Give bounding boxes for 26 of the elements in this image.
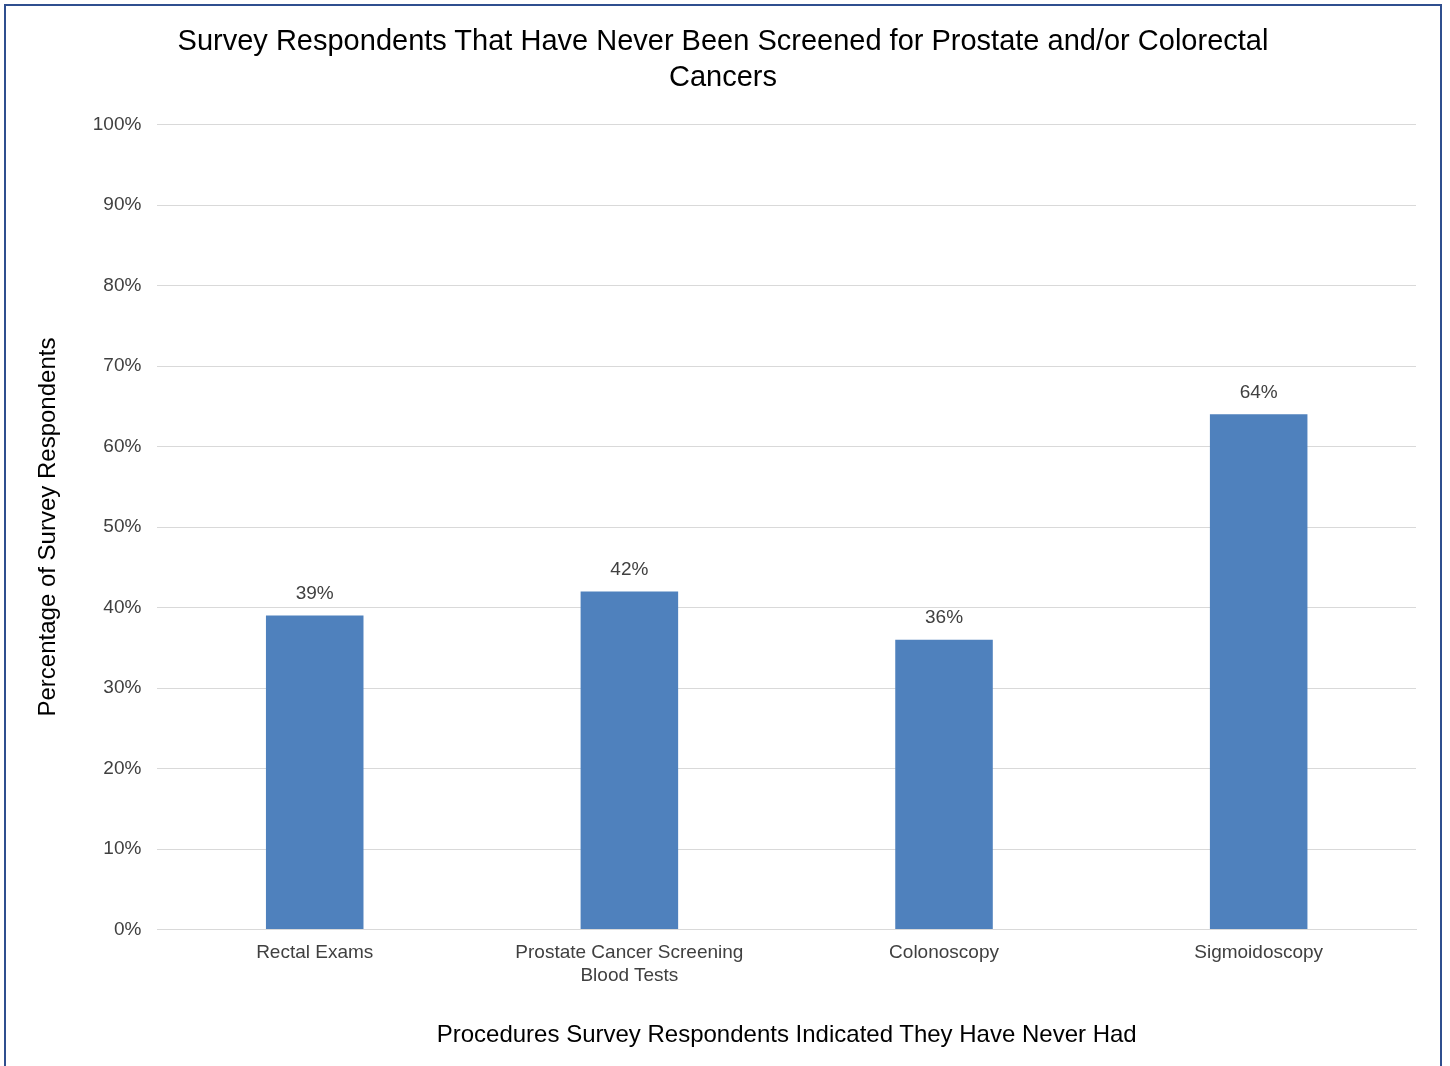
y-tick-label: 40% (103, 595, 142, 617)
bar (265, 615, 364, 930)
y-axis-title: Percentage of Survey Respondents (33, 337, 61, 717)
y-tick-label: 20% (103, 756, 142, 778)
y-tick-label: 100% (92, 112, 142, 134)
y-tick-label: 70% (103, 354, 142, 376)
y-tick-label: 90% (103, 193, 142, 215)
y-tick-label: 50% (103, 515, 142, 537)
data-label: 36% (925, 606, 964, 628)
y-tick-label: 0% (113, 917, 142, 939)
data-label: 42% (610, 558, 649, 580)
x-tick-label: Sigmoidoscopy (1194, 941, 1324, 963)
y-tick-label: 10% (103, 837, 142, 859)
x-tick-label: Colonoscopy (889, 941, 1000, 963)
bar (1209, 414, 1308, 930)
chart-title: Survey Respondents That Have Never Been Screened for Prostate and/or Colorectal Cancers (177, 24, 1269, 93)
y-tick-label: 80% (103, 273, 142, 295)
bar (580, 591, 679, 930)
y-tick-label: 30% (103, 676, 142, 698)
bar (895, 639, 993, 930)
data-label: 39% (295, 582, 334, 604)
x-axis-title: Procedures Survey Respondents Indicated They Have Never Had (436, 1020, 1137, 1048)
x-tick-label: Prostate Cancer Screening Blood Tests (515, 941, 744, 986)
y-tick-label: 60% (103, 434, 142, 456)
data-label: 64% (1239, 381, 1278, 403)
x-tick-label: Rectal Exams (256, 941, 374, 963)
